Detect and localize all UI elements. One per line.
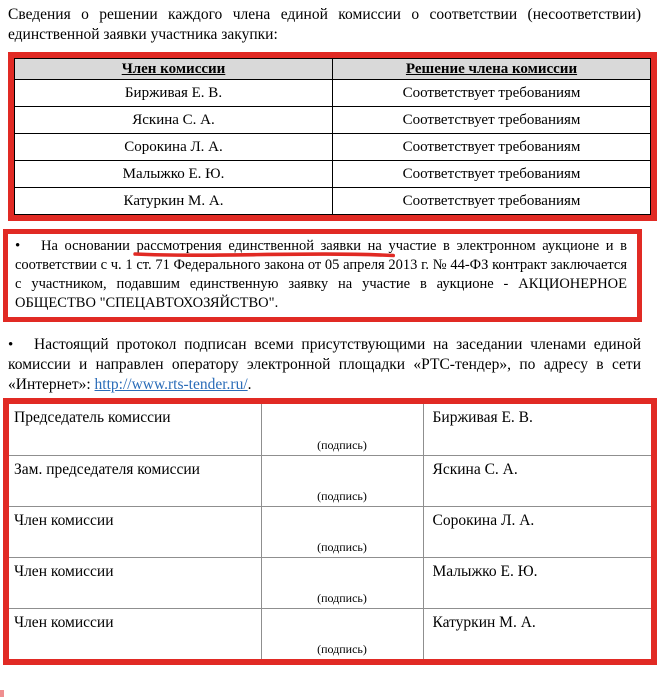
role-cell: Председатель комиссии <box>8 403 262 456</box>
signature-row: Член комиссии (подпись) Малыжко Е. Ю. <box>8 556 652 609</box>
red-underline-annotation: рассмотрения единственной заявки на <box>132 238 395 258</box>
member-name-cell: Сорокина Л. А. <box>14 133 333 161</box>
role-cell: Зам. председателя комиссии <box>8 454 262 507</box>
bullet-marker: • <box>15 238 21 254</box>
table-row: Яскина С. А. Соответствует требованиям <box>14 106 651 134</box>
name-cell: Катуркин М. А. <box>422 607 652 660</box>
role-cell: Член комиссии <box>8 505 262 558</box>
annotation-box-basis-paragraph: • На основании рассмотрения единственной … <box>3 229 642 322</box>
table-header-row: Член комиссии Решение члена комиссии <box>14 58 651 80</box>
signature-table: Председатель комиссии (подпись) Бирживая… <box>8 403 652 660</box>
basis-text-after: участие в электронном аукционе и в соотв… <box>15 238 627 311</box>
role-cell: Член комиссии <box>8 556 262 609</box>
column-header-member: Член комиссии <box>14 58 333 80</box>
name-cell: Малыжко Е. Ю. <box>422 556 652 609</box>
column-header-decision: Решение члена комиссии <box>332 58 651 80</box>
signature-cell: (подпись) <box>260 454 424 507</box>
basis-text-before: На основании <box>41 238 137 254</box>
document-page: Сведения о решении каждого члена единой … <box>0 5 667 697</box>
signature-row: Председатель комиссии (подпись) Бирживая… <box>8 403 652 456</box>
decision-cell: Соответствует требованиям <box>332 187 651 215</box>
signed-paragraph: • Настоящий протокол подписан всеми прису… <box>8 335 641 395</box>
member-name-cell: Бирживая Е. В. <box>14 79 333 107</box>
role-cell: Член комиссии <box>8 607 262 660</box>
bullet-marker: • <box>8 337 14 353</box>
table-row: Сорокина Л. А. Соответствует требованиям <box>14 133 651 161</box>
name-cell: Сорокина Л. А. <box>422 505 652 558</box>
annotation-box-decision-table: Член комиссии Решение члена комиссии Бир… <box>8 52 657 221</box>
annotation-box-signature-table: Председатель комиссии (подпись) Бирживая… <box>3 398 657 665</box>
table-row: Малыжко Е. Ю. Соответствует требованиям <box>14 160 651 188</box>
decision-cell: Соответствует требованиям <box>332 133 651 161</box>
decision-cell: Соответствует требованиям <box>332 160 651 188</box>
name-cell: Бирживая Е. В. <box>422 403 652 456</box>
table-row: Катуркин М. А. Соответствует требованиям <box>14 187 651 215</box>
member-name-cell: Катуркин М. А. <box>14 187 333 215</box>
basis-text-underlined: рассмотрения единственной заявки на <box>136 238 382 254</box>
signature-cell: (подпись) <box>260 607 424 660</box>
intro-paragraph: Сведения о решении каждого члена единой … <box>8 6 641 43</box>
signature-row: Зам. председателя комиссии (подпись) Яск… <box>8 454 652 507</box>
signature-cell: (подпись) <box>260 556 424 609</box>
decision-cell: Соответствует требованиям <box>332 79 651 107</box>
member-name-cell: Малыжко Е. Ю. <box>14 160 333 188</box>
rts-tender-link[interactable]: http://www.rts-tender.ru/ <box>94 376 248 393</box>
basis-paragraph: • На основании рассмотрения единственной … <box>15 237 627 313</box>
signature-row: Член комиссии (подпись) Сорокина Л. А. <box>8 505 652 558</box>
signed-text-after: . <box>247 376 252 393</box>
signature-cell: (подпись) <box>260 505 424 558</box>
name-cell: Яскина С. А. <box>422 454 652 507</box>
signature-cell: (подпись) <box>260 403 424 456</box>
annotation-artifact <box>0 690 4 697</box>
member-name-cell: Яскина С. А. <box>14 106 333 134</box>
signature-row: Член комиссии (подпись) Катуркин М. А. <box>8 607 652 660</box>
signed-text-before: Настоящий протокол подписан всеми присут… <box>8 336 641 393</box>
decision-table: Член комиссии Решение члена комиссии Бир… <box>14 58 651 215</box>
table-row: Бирживая Е. В. Соответствует требованиям <box>14 79 651 107</box>
decision-cell: Соответствует требованиям <box>332 106 651 134</box>
